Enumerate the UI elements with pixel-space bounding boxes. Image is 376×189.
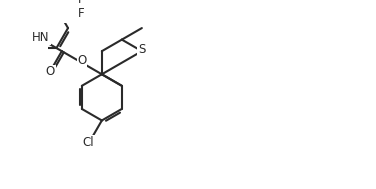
Text: O: O: [77, 54, 86, 67]
Text: F: F: [78, 7, 85, 20]
Text: S: S: [138, 43, 146, 56]
Text: O: O: [45, 65, 55, 78]
Text: HN: HN: [32, 31, 50, 44]
Text: F: F: [78, 0, 85, 6]
Text: Cl: Cl: [82, 136, 94, 149]
